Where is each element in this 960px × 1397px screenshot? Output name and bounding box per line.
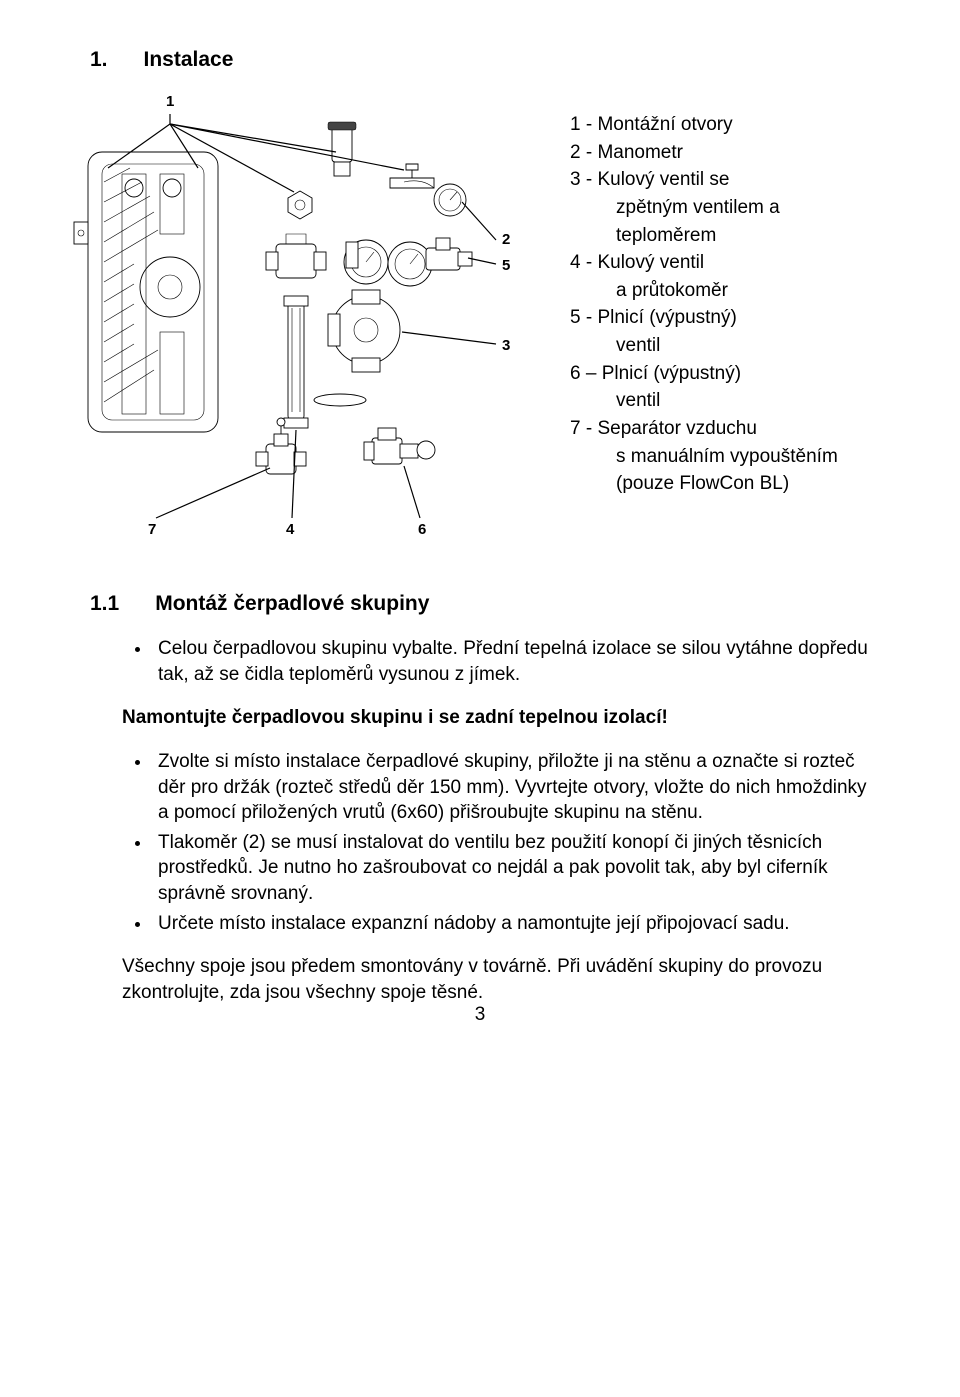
legend-item-cont: ventil (570, 333, 838, 359)
subsection-number: 1.1 (90, 592, 119, 616)
callout-num-5: 5 (502, 257, 510, 274)
subsection-title: Montáž čerpadlové skupiny (155, 592, 429, 616)
legend-item-cont: teploměrem (570, 223, 838, 249)
callout-num-6: 6 (418, 521, 426, 538)
legend-item: 1 - Montážní otvory (570, 112, 838, 138)
figure-and-legend-row: 1 2 5 3 7 4 6 1 - Montážní otvory2 - Man… (90, 92, 870, 562)
legend-item: 4 - Kulový ventil (570, 250, 838, 276)
callout-num-1: 1 (166, 93, 174, 110)
bullet-list-2: Zvolte si místo instalace čerpadlové sku… (90, 749, 870, 936)
leader-3 (402, 332, 496, 344)
page-number: 3 (0, 1004, 960, 1026)
legend-item-cont: a průtokoměr (570, 278, 838, 304)
legend-item-cont: (pouze FlowCon BL) (570, 471, 838, 497)
callout-num-7: 7 (148, 521, 156, 538)
legend-item: 2 - Manometr (570, 140, 838, 166)
exploded-diagram: 1 2 5 3 7 4 6 (70, 92, 530, 562)
components-cluster-icon (256, 122, 472, 474)
callout-num-3: 3 (502, 337, 510, 354)
legend-item: 7 - Separátor vzduchu (570, 416, 838, 442)
legend-item: 3 - Kulový ventil se (570, 167, 838, 193)
document-page: 1. Instalace (0, 0, 960, 1046)
legend-item-cont: ventil (570, 388, 838, 414)
legend-item-cont: zpětným ventilem a (570, 195, 838, 221)
list-item: Tlakoměr (2) se musí instalovat do venti… (152, 830, 870, 907)
emphasis-paragraph: Namontujte čerpadlovou skupinu i se zadn… (122, 705, 870, 731)
list-item: Celou čerpadlovou skupinu vybalte. Předn… (152, 636, 870, 687)
section-heading: 1. Instalace (90, 48, 870, 72)
subsection-heading: 1.1 Montáž čerpadlové skupiny (90, 592, 870, 616)
legend-item: 6 – Plnicí (výpustný) (570, 361, 838, 387)
section-title: Instalace (144, 48, 234, 72)
leader-2 (462, 202, 496, 240)
legend-item-cont: s manuálním vypouštěním (570, 444, 838, 470)
list-item: Určete místo instalace expanzní nádoby a… (152, 911, 870, 937)
list-item: Zvolte si místo instalace čerpadlové sku… (152, 749, 870, 826)
section-number: 1. (90, 48, 108, 72)
leader-6 (404, 466, 420, 518)
callout-num-2: 2 (502, 231, 510, 248)
leader-7 (156, 468, 270, 518)
bullet-list-1: Celou čerpadlovou skupinu vybalte. Předn… (90, 636, 870, 687)
closing-paragraph: Všechny spoje jsou předem smontovány v t… (122, 954, 870, 1005)
callout-num-4: 4 (286, 521, 295, 538)
legend-item: 5 - Plnicí (výpustný) (570, 305, 838, 331)
legend-list: 1 - Montážní otvory2 - Manometr3 - Kulov… (530, 92, 838, 499)
housing-cutaway-icon (74, 152, 218, 432)
